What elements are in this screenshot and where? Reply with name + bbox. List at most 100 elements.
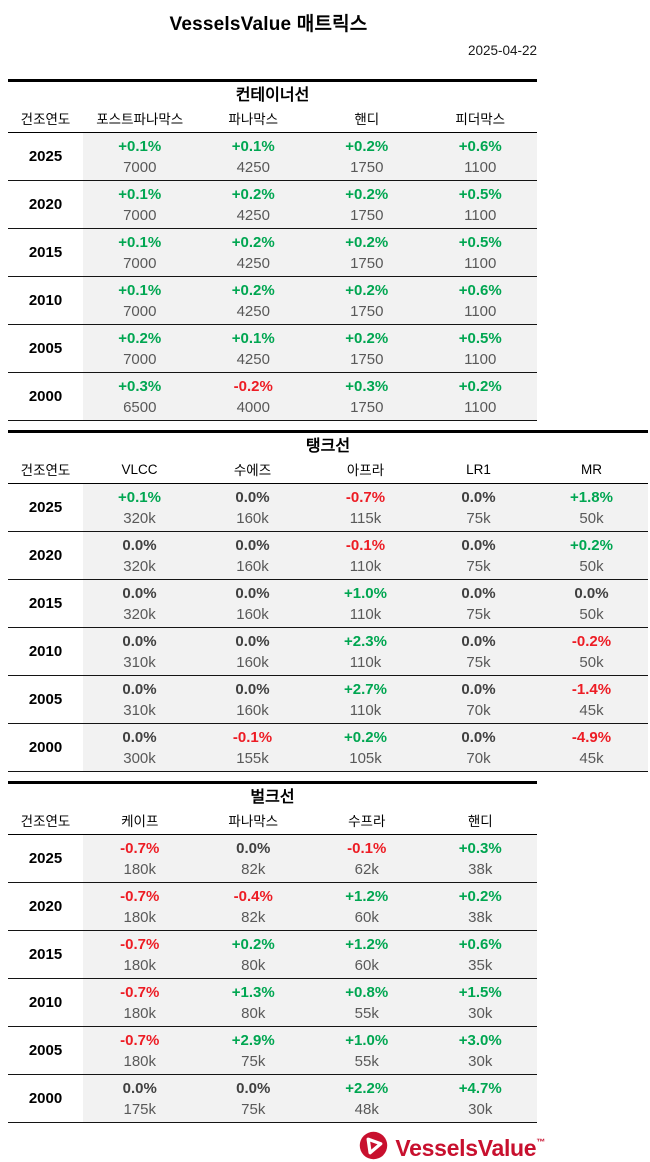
column-header: 파나막스: [228, 814, 279, 829]
value-cell: -0.1% 110k: [309, 532, 422, 579]
table-row: 2010 0.0% 310k 0.0% 160k +2.3% 110k 0.0% 75k -0.2…: [8, 628, 648, 676]
value-cell: 0.0% 75k: [197, 1075, 311, 1122]
percent-change: +0.2%: [345, 281, 389, 299]
percent-change: 0.0%: [122, 584, 157, 602]
value-cell: +0.6% 1100: [424, 277, 538, 324]
vessel-value: 30k: [468, 1004, 493, 1022]
percent-change: -0.4%: [233, 887, 273, 905]
value-cell: 0.0% 300k: [83, 724, 196, 771]
percent-change: +0.2%: [344, 728, 387, 746]
percent-change: +0.5%: [458, 329, 502, 347]
vessel-value: 180k: [123, 956, 157, 974]
percent-change: 0.0%: [461, 488, 496, 506]
vessel-value: 1750: [350, 206, 384, 224]
value-cell: +0.5% 1100: [424, 181, 538, 228]
table-row: 2015 -0.7% 180k +0.2% 80k +1.2% 60k +0.6% 35k: [8, 931, 537, 979]
percent-change: +0.2%: [458, 887, 502, 905]
percent-change: +4.7%: [458, 1079, 502, 1097]
value-cell: +0.2% 1750: [310, 181, 424, 228]
percent-change: +0.5%: [458, 185, 502, 203]
column-header: 포스트파나막스: [96, 112, 184, 127]
column-header: 피더막스: [455, 112, 506, 127]
vessel-value: 35k: [468, 956, 493, 974]
value-cell: -0.7% 180k: [83, 883, 197, 930]
percent-change: -0.1%: [345, 536, 386, 554]
vessel-value: 1100: [464, 206, 497, 224]
vessel-value: 160k: [236, 509, 269, 527]
vessel-value: 38k: [468, 860, 493, 878]
percent-change: +0.3%: [345, 377, 389, 395]
vessel-value: 4250: [236, 206, 270, 224]
row-cells: -0.7% 180k +2.9% 75k +1.0% 55k +3.0% 30k: [83, 1027, 537, 1074]
vessel-value: 1750: [350, 254, 384, 272]
percent-change: 0.0%: [235, 488, 270, 506]
value-cell: +4.7% 30k: [424, 1075, 538, 1122]
percent-change: 0.0%: [574, 584, 609, 602]
table-title: 컨테이너선: [235, 87, 310, 104]
vessel-value: 110k: [349, 701, 382, 719]
percent-change: +0.8%: [345, 983, 389, 1001]
value-cell: 0.0% 75k: [422, 580, 535, 627]
value-cell: 0.0% 320k: [83, 580, 196, 627]
value-cell: -0.4% 82k: [197, 883, 311, 930]
vessel-value: 180k: [123, 1052, 157, 1070]
page-title: VesselsValue 매트릭스: [169, 14, 368, 35]
value-cell: +0.2% 4250: [197, 277, 311, 324]
vessel-value: 75k: [466, 605, 491, 623]
percent-change: +0.2%: [231, 935, 275, 953]
vessel-value: 320k: [123, 605, 156, 623]
value-cell: -4.9% 45k: [535, 724, 648, 771]
value-cell: +2.3% 110k: [309, 628, 422, 675]
value-cell: +0.3% 38k: [424, 835, 538, 882]
vessel-value: 1750: [350, 302, 384, 320]
value-cell: +0.2% 38k: [424, 883, 538, 930]
table-row: 2020 -0.7% 180k -0.4% 82k +1.2% 60k +0.2% 38k: [8, 883, 537, 931]
percent-change: -4.9%: [571, 728, 612, 746]
value-cell: +0.8% 55k: [310, 979, 424, 1026]
trademark-symbol: ™: [536, 1137, 545, 1147]
value-cell: +2.2% 48k: [310, 1075, 424, 1122]
vessel-value: 30k: [468, 1052, 493, 1070]
column-header: 파나막스: [228, 112, 279, 127]
vessel-value: 310k: [123, 653, 156, 671]
vessel-value: 80k: [241, 1004, 266, 1022]
build-year: 2000: [8, 724, 83, 771]
table-header-row: 건조연도 VLCC 수에즈 아프라 LR1 MR: [8, 458, 648, 484]
column-header: 핸디: [354, 112, 380, 127]
vessel-value: 4250: [236, 302, 270, 320]
percent-change: +2.3%: [344, 632, 387, 650]
value-cell: +1.2% 60k: [310, 931, 424, 978]
table-header-row: 건조연도 케이프 파나막스 수프라 핸디: [8, 809, 537, 835]
percent-change: +0.2%: [118, 329, 162, 347]
percent-change: 0.0%: [122, 632, 157, 650]
value-cell: +3.0% 30k: [424, 1027, 538, 1074]
row-cells: 0.0% 300k -0.1% 155k +0.2% 105k 0.0% 70k -4.9% 45…: [83, 724, 648, 771]
percent-change: +0.3%: [118, 377, 162, 395]
value-cell: 0.0% 160k: [196, 484, 309, 531]
year-column-header: 건조연도: [20, 814, 71, 829]
row-cells: 0.0% 320k 0.0% 160k -0.1% 110k 0.0% 75k +0.2% 50k: [83, 532, 648, 579]
vessel-value: 7000: [123, 350, 157, 368]
value-cell: +0.2% 105k: [309, 724, 422, 771]
table-row: 2000 +0.3% 6500 -0.2% 4000 +0.3% 1750 +0.2% 1100: [8, 373, 537, 421]
column-header: MR: [581, 461, 602, 477]
value-cell: 0.0% 70k: [422, 676, 535, 723]
value-cell: 0.0% 160k: [196, 628, 309, 675]
table-row: 2010 +0.1% 7000 +0.2% 4250 +0.2% 1750 +0.6% 1100: [8, 277, 537, 325]
vessel-value: 4250: [236, 350, 270, 368]
vessel-value: 55k: [354, 1004, 379, 1022]
percent-change: +0.2%: [458, 377, 502, 395]
value-cell: 0.0% 310k: [83, 628, 196, 675]
column-header: 수에즈: [233, 463, 272, 478]
value-cell: +1.5% 30k: [424, 979, 538, 1026]
column-header: 핸디: [467, 814, 493, 829]
vessel-value: 75k: [241, 1100, 266, 1118]
vessel-value: 75k: [466, 509, 491, 527]
vessel-value: 7000: [123, 158, 157, 176]
row-cells: +0.1% 7000 +0.2% 4250 +0.2% 1750 +0.5% 1100: [83, 181, 537, 228]
value-cell: +0.6% 1100: [424, 133, 538, 180]
value-cell: +0.1% 320k: [83, 484, 196, 531]
value-cell: +1.0% 55k: [310, 1027, 424, 1074]
build-year: 2000: [8, 373, 83, 420]
vessel-value: 160k: [236, 557, 269, 575]
